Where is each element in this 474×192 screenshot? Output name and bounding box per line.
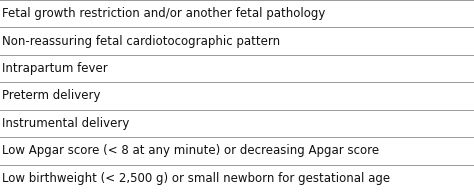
Text: Low Apgar score (< 8 at any minute) or decreasing Apgar score: Low Apgar score (< 8 at any minute) or d… (2, 144, 379, 157)
Text: Preterm delivery: Preterm delivery (2, 89, 100, 103)
Text: Intrapartum fever: Intrapartum fever (2, 62, 108, 75)
Text: Fetal growth restriction and/or another fetal pathology: Fetal growth restriction and/or another … (2, 7, 325, 20)
Text: Instrumental delivery: Instrumental delivery (2, 117, 129, 130)
Text: Low birthweight (< 2,500 g) or small newborn for gestational age: Low birthweight (< 2,500 g) or small new… (2, 172, 390, 185)
Text: Non-reassuring fetal cardiotocographic pattern: Non-reassuring fetal cardiotocographic p… (2, 35, 280, 48)
